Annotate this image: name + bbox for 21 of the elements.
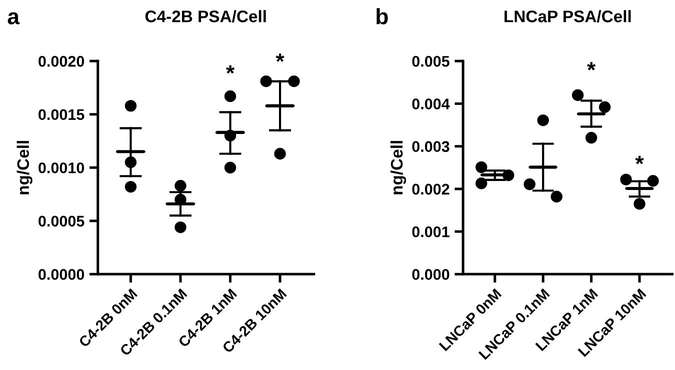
y-tick-label: 0.003	[412, 141, 450, 152]
y-tick-label: 0.0010	[38, 162, 84, 174]
chart-title: C4-2B PSA/Cell	[145, 10, 266, 22]
text: b	[376, 8, 388, 24]
y-axis-title: ng/Cell	[16, 141, 32, 194]
chart-title: LNCaP PSA/Cell	[504, 10, 631, 22]
annotation: *	[226, 65, 235, 74]
y-tick-label: 0.0000	[38, 269, 84, 280]
y-tick-label: 0.0005	[38, 216, 84, 227]
y-axis-title: ng/Cell	[390, 141, 406, 194]
y-tick-label: 0.0015	[38, 109, 84, 120]
y-tick-label: 0.000	[412, 269, 450, 280]
y-tick-label: 0.004	[412, 98, 450, 110]
y-tick-label: 0.0020	[38, 56, 84, 67]
annotation: *	[635, 156, 644, 164]
annotation: *	[587, 62, 596, 70]
text: a	[8, 12, 20, 24]
annotation: *	[276, 54, 284, 62]
y-tick-label: 0.005	[412, 56, 450, 67]
y-tick-label: 0.001	[412, 226, 450, 238]
y-tick-label: 0.002	[412, 184, 450, 195]
